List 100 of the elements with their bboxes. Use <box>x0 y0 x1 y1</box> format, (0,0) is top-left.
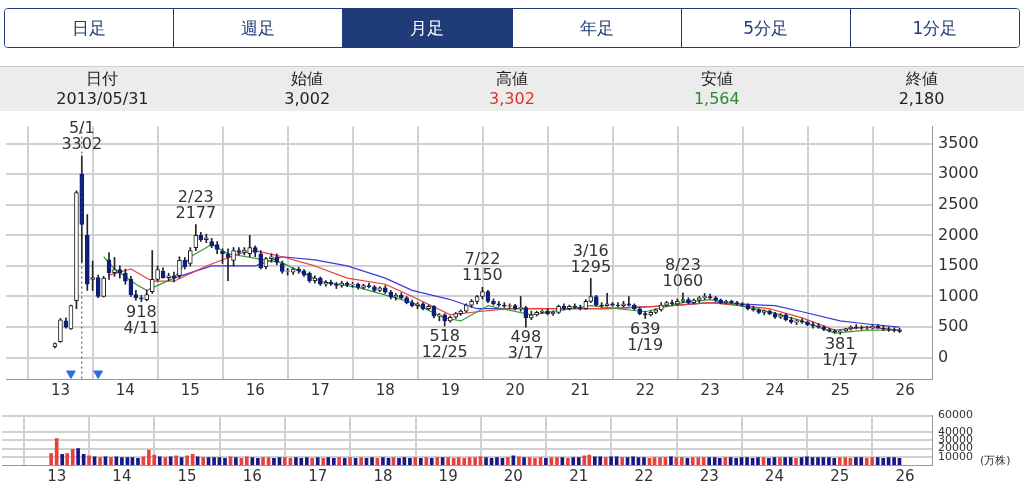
y-tick-label: 0 <box>938 346 949 366</box>
bar <box>109 457 113 465</box>
annotation: 5/1 3302 <box>61 117 103 153</box>
y-tick-label: 2500 <box>938 193 979 213</box>
candlestick <box>604 293 610 307</box>
bar <box>315 457 320 465</box>
bar <box>321 458 326 465</box>
bar <box>87 455 91 465</box>
text: 週足 <box>173 9 343 47</box>
y-tick-label: 1500 <box>938 255 979 275</box>
x-tick-label: 13 <box>50 380 70 399</box>
x-tick-label: 22 <box>635 380 655 399</box>
x-tick-label: 25 <box>830 380 850 399</box>
bar <box>331 458 336 465</box>
candlestick <box>686 297 691 305</box>
annotation: 518 12/25 <box>421 326 468 362</box>
bar <box>163 457 168 465</box>
y-axis-title: (万株) <box>980 454 1011 468</box>
bar <box>473 457 477 465</box>
bar <box>136 458 140 465</box>
candlestick <box>713 296 718 302</box>
bar <box>669 456 673 465</box>
bar <box>484 457 488 465</box>
candlestick <box>799 318 805 324</box>
text: 2,180 <box>897 89 946 109</box>
candlestick <box>897 327 902 333</box>
bar <box>185 455 189 465</box>
bar <box>642 457 646 465</box>
candlestick <box>621 301 626 308</box>
x-tick-label: 16 <box>245 380 265 399</box>
bar <box>745 457 749 465</box>
candlestick <box>718 298 723 305</box>
x-tick-label: 20 <box>505 380 525 399</box>
candlestick <box>491 298 496 306</box>
bar <box>310 458 315 465</box>
candlestick <box>372 285 377 292</box>
bar <box>783 457 787 465</box>
y-tick-label: 3500 <box>938 132 979 152</box>
text: 月足 <box>342 9 512 47</box>
text: 2013/05/31 <box>55 89 150 109</box>
x-tick-label: 14 <box>115 380 135 399</box>
bar <box>223 458 227 465</box>
bar <box>261 457 265 465</box>
bar <box>201 457 206 465</box>
bar <box>533 458 537 465</box>
x-tick-label: 24 <box>765 380 785 399</box>
x-tick-label: 26 <box>895 466 915 485</box>
candlestick <box>588 278 594 303</box>
bar <box>566 458 570 465</box>
candlestick <box>675 298 680 306</box>
text: 1,564 <box>692 89 741 109</box>
x-tick-label: 13 <box>47 466 67 485</box>
bar <box>723 457 728 465</box>
bar <box>517 456 521 465</box>
candlestick <box>350 282 355 288</box>
bar <box>256 458 260 465</box>
bar <box>571 457 576 465</box>
candlestick <box>209 238 214 248</box>
candlestick <box>242 247 247 256</box>
x-tick-label: 17 <box>308 466 328 485</box>
x-tick-label: 16 <box>242 466 262 485</box>
bar <box>212 457 216 465</box>
candlestick <box>778 313 783 319</box>
bar <box>342 458 347 465</box>
candlestick <box>632 303 637 311</box>
bar <box>157 456 162 465</box>
bar <box>326 457 331 465</box>
text: 日付 <box>85 69 120 89</box>
text: 安値 <box>699 69 734 89</box>
bar <box>717 458 722 465</box>
y-tick-label: 500 <box>938 316 969 336</box>
candlestick <box>90 260 95 291</box>
bar <box>767 458 771 465</box>
bar <box>250 457 255 465</box>
annotation: 639 1/19 <box>627 318 664 354</box>
x-tick-label: 22 <box>634 466 654 485</box>
bar <box>348 457 352 465</box>
bar <box>631 456 635 465</box>
bar <box>359 457 363 465</box>
bar <box>120 457 124 465</box>
bar <box>76 448 80 465</box>
x-tick-label: 21 <box>569 466 589 485</box>
candlestick <box>139 294 144 302</box>
x-tick-label: 17 <box>310 380 330 399</box>
bar <box>174 455 179 465</box>
candlestick <box>74 190 79 310</box>
x-tick-label: 15 <box>177 466 197 485</box>
text: 3,002 <box>283 89 332 109</box>
y-tick-label: 60000 <box>938 408 973 422</box>
candlestick <box>177 256 182 279</box>
bar <box>582 455 587 465</box>
candlestick <box>767 309 772 316</box>
bar <box>418 458 423 465</box>
candlestick <box>556 304 561 314</box>
x-tick-label: 15 <box>180 380 200 399</box>
candlestick <box>426 304 431 311</box>
candlestick <box>480 287 485 300</box>
bar <box>522 457 526 465</box>
annotation: 3/16 1295 <box>570 240 612 276</box>
candlestick <box>398 292 404 300</box>
